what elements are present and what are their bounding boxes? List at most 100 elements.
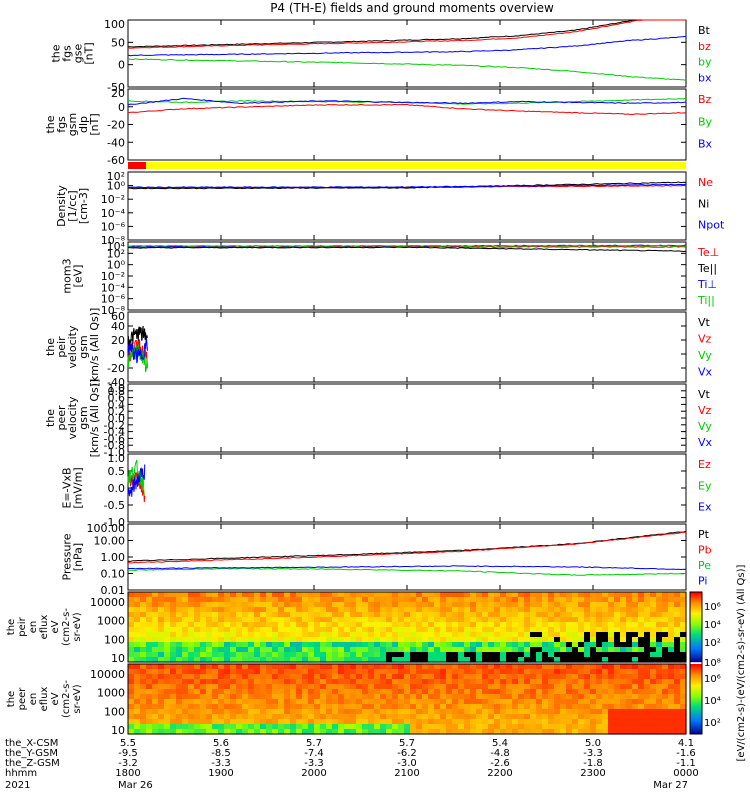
spec-cell	[572, 684, 579, 690]
spec-cell	[356, 674, 363, 680]
spec-cell	[392, 669, 399, 675]
spec-cell	[398, 607, 405, 613]
spec-cell	[482, 632, 489, 638]
spec-cell	[152, 714, 159, 720]
spec-cell	[560, 592, 567, 598]
spec-cell	[374, 602, 381, 608]
spec-cell	[482, 679, 489, 685]
y-axis-label: [km/s (All Qs)]	[88, 379, 101, 458]
spec-cell	[392, 597, 399, 603]
spec-cell	[596, 704, 603, 710]
spec-cell	[668, 627, 675, 633]
spec-cell	[440, 714, 447, 720]
spec-cell	[494, 704, 501, 710]
spec-cell	[344, 597, 351, 603]
spec-cell	[530, 694, 537, 700]
spec-cell	[140, 704, 147, 710]
spec-cell	[374, 674, 381, 680]
spec-cell	[290, 612, 297, 618]
spec-cell	[662, 689, 669, 695]
spec-cell	[668, 612, 675, 618]
spec-cell	[542, 709, 549, 715]
spec-cell	[494, 597, 501, 603]
spec-cell	[416, 632, 423, 638]
spec-cell	[644, 637, 651, 643]
spec-cell	[290, 652, 297, 658]
spec-cell	[272, 714, 279, 720]
colorbar-cell	[690, 603, 702, 605]
spec-cell	[344, 689, 351, 695]
spec-cell	[668, 602, 675, 608]
spec-cell	[296, 617, 303, 623]
spec-cell	[338, 592, 345, 598]
spec-cell	[536, 714, 543, 720]
spec-cell	[182, 592, 189, 598]
spec-cell	[566, 704, 573, 710]
spec-cell	[290, 642, 297, 648]
spec-cell	[518, 699, 525, 705]
spec-cell	[656, 642, 663, 648]
spec-cell	[488, 617, 495, 623]
spec-cell	[206, 669, 213, 675]
spec-cell	[272, 694, 279, 700]
spec-cell	[332, 709, 339, 715]
spec-cell	[386, 627, 393, 633]
spec-cell	[140, 607, 147, 613]
spec-cell	[518, 617, 525, 623]
spec-cell	[386, 612, 393, 618]
y-axis-label: peir	[17, 616, 28, 636]
spec-cell	[362, 669, 369, 675]
spec-cell	[440, 627, 447, 633]
spec-cell	[410, 709, 417, 715]
colorbar-cell	[690, 697, 702, 699]
spec-cell	[416, 617, 423, 623]
spec-cell	[470, 617, 477, 623]
spec-cell	[500, 657, 507, 663]
spec-cell	[140, 617, 147, 623]
y-axis-label: the	[44, 338, 57, 356]
spec-cell	[554, 622, 561, 628]
spec-cell	[152, 622, 159, 628]
spec-cell	[164, 679, 171, 685]
spec-cell	[260, 669, 267, 675]
spec-cell	[146, 637, 153, 643]
spec-cell	[266, 719, 273, 725]
spec-cell	[518, 592, 525, 598]
spec-cell	[182, 719, 189, 725]
spec-cell	[368, 699, 375, 705]
spec-cell	[632, 642, 639, 648]
spec-cell	[410, 642, 417, 648]
spec-cell	[182, 714, 189, 720]
spec-cell	[566, 607, 573, 613]
spec-cell	[350, 632, 357, 638]
spec-cell	[170, 617, 177, 623]
spec-cell	[356, 642, 363, 648]
spec-cell	[338, 664, 345, 670]
spec-cell	[416, 679, 423, 685]
spec-cell	[464, 602, 471, 608]
spec-cell	[458, 652, 465, 658]
y-axis-label: the	[6, 691, 17, 707]
spec-cell	[590, 597, 597, 603]
orbit-bar-red	[128, 162, 146, 169]
y-axis-label: gsm	[77, 406, 90, 429]
spec-cell	[260, 709, 267, 715]
y-tick-label: 1.0	[108, 382, 126, 395]
spec-cell	[248, 627, 255, 633]
spec-cell	[590, 612, 597, 618]
spec-cell	[572, 724, 579, 730]
spec-cell	[674, 612, 681, 618]
spec-cell	[578, 612, 585, 618]
spec-cell	[638, 632, 645, 638]
spec-cell	[200, 632, 207, 638]
spec-cell	[218, 679, 225, 685]
spec-cell	[506, 704, 513, 710]
colorbar-cell	[690, 609, 702, 611]
spec-cell	[146, 724, 153, 730]
spec-cell	[464, 647, 471, 653]
spec-cell	[314, 647, 321, 653]
spec-cell	[194, 684, 201, 690]
spec-cell	[242, 617, 249, 623]
spec-cell	[398, 724, 405, 730]
colorbar-cell	[690, 724, 702, 726]
